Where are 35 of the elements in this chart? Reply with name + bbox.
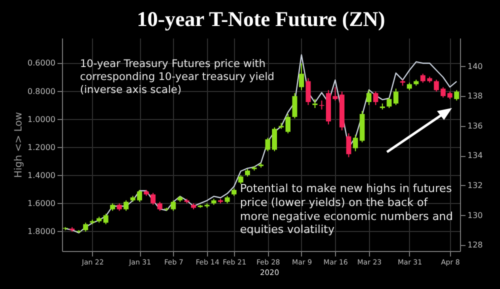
candlestick xyxy=(393,88,398,106)
line-series xyxy=(64,54,458,234)
candlestick xyxy=(306,78,311,106)
candlestick xyxy=(373,91,378,106)
y2-tick-label: 140 xyxy=(468,62,483,71)
candlestick xyxy=(170,200,176,212)
candlestick xyxy=(366,90,372,106)
y2-tick-label: 128 xyxy=(468,240,483,250)
y-tick-label: 0.8000 xyxy=(28,86,56,96)
candlestick xyxy=(298,62,304,91)
y-tick-label: 1.2000 xyxy=(28,142,56,152)
annotation: Potential to make new highs in futures price (lower yields) on the back of more negative economic numbers and equities volatility xyxy=(240,182,454,237)
candlestick xyxy=(272,126,277,152)
candlestick xyxy=(103,213,108,225)
candlestick xyxy=(285,113,290,134)
y-tick-label: 1.6000 xyxy=(28,198,56,208)
candlestick xyxy=(124,200,129,212)
y-tick-label: 1.4000 xyxy=(28,170,56,180)
y2-tick-label: 130 xyxy=(468,210,483,220)
y2-tick-label: 134 xyxy=(468,151,483,160)
y2-tick-label: 136 xyxy=(468,121,483,130)
y-axis-title: High <> Low xyxy=(14,112,25,178)
y-tick-label: 0.6000 xyxy=(28,58,56,68)
candlestick xyxy=(292,92,298,119)
y-tick-label: 1.8000 xyxy=(28,226,56,236)
candlestick xyxy=(386,97,392,109)
y2-tick-label: 132 xyxy=(468,180,483,190)
candlestick xyxy=(454,90,460,102)
y2-tick-label: 138 xyxy=(468,92,483,101)
candlestick xyxy=(150,192,156,206)
candlestick xyxy=(346,132,352,158)
candlestick xyxy=(265,137,270,152)
y-tick-label: 1.0000 xyxy=(28,114,56,124)
chart-title: 10-year T-Note Future (ZN) xyxy=(136,7,386,31)
annotation: 10-year Treasury Futures price with corresponding 10-year treasury yield (inverse axis scale) xyxy=(80,58,276,98)
